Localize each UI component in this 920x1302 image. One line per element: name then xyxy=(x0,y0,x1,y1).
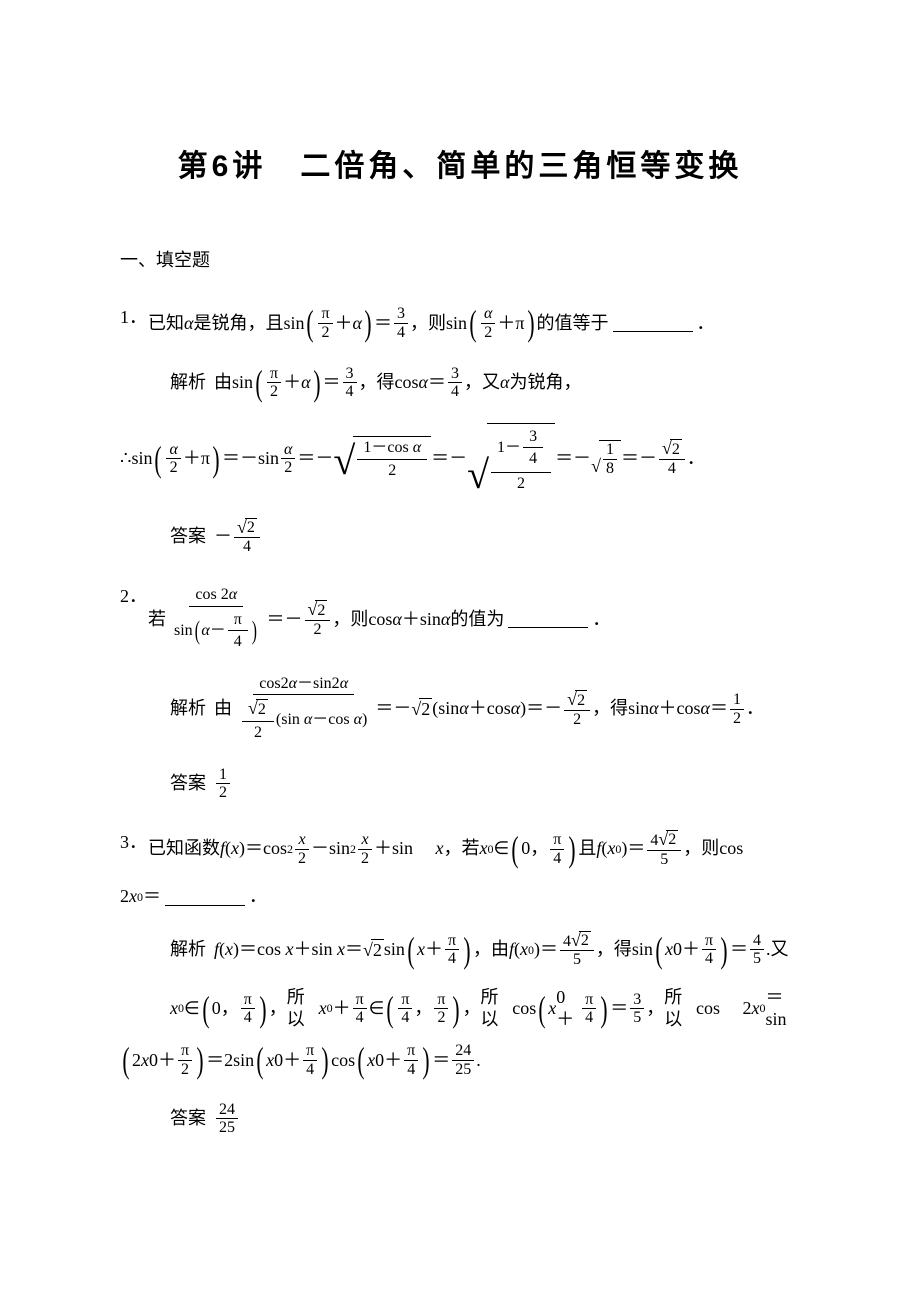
problem-3: 3． 已知函数 f(x)＝cos2x2－sin2x2＋sin x，若 x0∈(0… xyxy=(120,826,800,1141)
solution-line: 解析 由 sin(π2＋α)＝34，得 cos α＝34，又 α 为锐角， xyxy=(170,361,800,405)
solution-line: x0∈(0，π4)，所以 x0＋π4∈(π4，π2)，所以 cos(x0＋π4)… xyxy=(170,983,800,1034)
answer-label: 答案 xyxy=(170,1108,214,1130)
solution-label: 解析 xyxy=(170,698,214,720)
solution-label: 解析 xyxy=(170,939,214,961)
problem-number: 1． xyxy=(120,301,148,333)
problem-number: 2． xyxy=(120,580,148,612)
answer-line: 答案 －24 xyxy=(170,514,800,560)
problem-statement: 若 cos 2α sin(α－π4) ＝－22，则 cos α＋sin α 的值… xyxy=(148,584,610,655)
answer-line: 答案 12 xyxy=(170,762,800,806)
answer-label: 答案 xyxy=(170,526,214,548)
solution-line: 解析 由 cos2α－sin2α 22(sin α－cos α) ＝－2(sin… xyxy=(170,669,800,750)
answer-label: 答案 xyxy=(170,773,214,795)
solution-line: ∴sin(α2＋π)＝－sinα2＝－1－cos α2＝－1－342＝－18＝－… xyxy=(120,423,705,495)
problem-1: 1． 已知 α 是锐角，且 sin(π2＋α)＝34，则 sin(α2＋π)的值… xyxy=(120,301,800,560)
problem-statement-cont: 2x0＝． xyxy=(120,886,267,908)
page-title: 第6讲 二倍角、简单的三角恒等变换 xyxy=(120,140,800,194)
solution-line: 解析 f(x)＝cos x＋sin x＝2sin(x＋π4)，由 f(x0)＝4… xyxy=(170,927,800,973)
problem-number: 3． xyxy=(120,826,148,858)
solution-label: 解析 xyxy=(170,372,214,394)
solution-line: (2x0＋π2)＝2sin(x0＋π4)cos(x0＋π4)＝2425. xyxy=(120,1042,481,1078)
problem-2: 2． 若 cos 2α sin(α－π4) ＝－22，则 cos α＋sin α… xyxy=(120,580,800,806)
problem-statement: 已知函数 f(x)＝cos2x2－sin2x2＋sin x，若 x0∈(0，π4… xyxy=(148,826,743,872)
answer-line: 答案 2425 xyxy=(170,1097,800,1141)
problem-statement: 已知 α 是锐角，且 sin(π2＋α)＝34，则 sin(α2＋π)的值等于． xyxy=(148,305,715,341)
section-header: 一、填空题 xyxy=(120,244,800,276)
